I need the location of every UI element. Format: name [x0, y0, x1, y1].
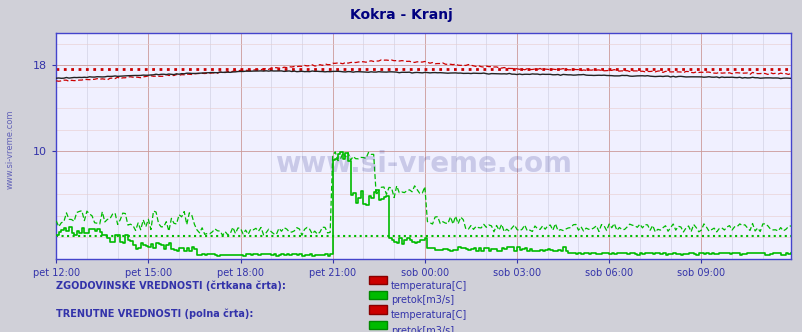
Text: temperatura[C]: temperatura[C]	[391, 310, 467, 320]
Text: www.si-vreme.com: www.si-vreme.com	[275, 150, 571, 178]
Text: pretok[m3/s]: pretok[m3/s]	[391, 326, 454, 332]
Text: ZGODOVINSKE VREDNOSTI (črtkana črta):: ZGODOVINSKE VREDNOSTI (črtkana črta):	[56, 281, 286, 291]
Text: TRENUTNE VREDNOSTI (polna črta):: TRENUTNE VREDNOSTI (polna črta):	[56, 309, 253, 319]
Text: temperatura[C]: temperatura[C]	[391, 281, 467, 290]
Text: Kokra - Kranj: Kokra - Kranj	[350, 8, 452, 22]
Text: pretok[m3/s]: pretok[m3/s]	[391, 295, 454, 305]
Text: www.si-vreme.com: www.si-vreme.com	[6, 110, 15, 189]
